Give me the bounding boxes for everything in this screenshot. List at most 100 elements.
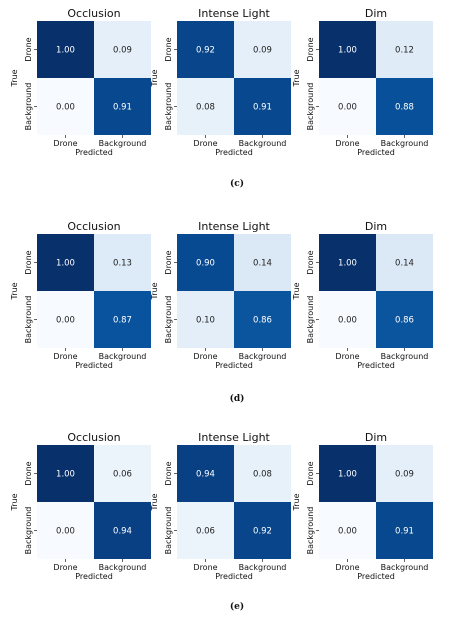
heatmap-cell [319, 234, 376, 291]
matrix-title: Intense Light [198, 220, 270, 233]
cell-value: 0.88 [395, 103, 414, 113]
y-tick-label: Background [164, 83, 173, 131]
x-tick-label: Background [381, 139, 429, 148]
x-tick-label: Background [239, 563, 287, 572]
cell-value: 0.94 [113, 527, 132, 537]
x-tick-label: Drone [335, 352, 359, 361]
heatmap-cell [37, 78, 94, 135]
y-tick-label: Background [164, 296, 173, 344]
x-axis-label: Predicted [75, 361, 113, 370]
cell-value: 0.92 [253, 527, 272, 537]
x-axis-label: Predicted [357, 572, 395, 581]
x-axis-label: Predicted [357, 148, 395, 157]
cell-value: 0.08 [196, 103, 215, 113]
heatmap-cell [177, 291, 234, 348]
matrix-title: Intense Light [198, 431, 270, 444]
cell-value: 1.00 [56, 259, 75, 269]
y-axis-label: True [292, 493, 301, 511]
cell-value: 0.09 [395, 470, 414, 480]
heatmap-cell [319, 445, 376, 502]
cell-value: 0.14 [253, 259, 272, 269]
x-axis-label: Predicted [357, 361, 395, 370]
x-axis-label: Predicted [75, 572, 113, 581]
cell-value: 0.00 [338, 316, 357, 326]
y-axis-label: True [292, 282, 301, 300]
heatmap-cell [177, 21, 234, 78]
cell-value: 1.00 [56, 470, 75, 480]
cell-value: 0.91 [395, 527, 414, 537]
heatmap-cell [319, 78, 376, 135]
cell-value: 0.00 [56, 527, 75, 537]
cell-value: 0.10 [196, 316, 215, 326]
cell-value: 0.94 [196, 470, 215, 480]
heatmap-cell [177, 234, 234, 291]
x-tick-label: Drone [335, 139, 359, 148]
y-tick-label: Drone [164, 250, 173, 274]
cell-value: 0.12 [395, 46, 414, 56]
heatmap-cell [37, 234, 94, 291]
matrix-title: Occlusion [67, 7, 120, 20]
x-tick-label: Drone [53, 563, 77, 572]
cell-value: 1.00 [338, 470, 357, 480]
heatmap-cell [234, 445, 291, 502]
heatmap-cell [376, 21, 433, 78]
cell-value: 0.86 [253, 316, 272, 326]
cell-value: 0.00 [56, 316, 75, 326]
heatmap-cell [94, 78, 151, 135]
heatmap-cell [94, 21, 151, 78]
heatmap-cell [319, 502, 376, 559]
y-tick-label: Drone [164, 461, 173, 485]
heatmap-cell [37, 291, 94, 348]
x-tick-label: Drone [335, 563, 359, 572]
x-tick-label: Drone [53, 352, 77, 361]
x-axis-label: Predicted [75, 148, 113, 157]
cell-value: 0.14 [395, 259, 414, 269]
cell-value: 0.06 [113, 470, 132, 480]
heatmap-cell [177, 445, 234, 502]
y-tick-label: Background [24, 83, 33, 131]
cell-value: 0.87 [113, 316, 132, 326]
cell-value: 0.00 [56, 103, 75, 113]
matrix-title: Dim [365, 220, 387, 233]
y-tick-label: Background [24, 507, 33, 555]
x-tick-label: Background [239, 352, 287, 361]
y-tick-label: Drone [164, 37, 173, 61]
cell-value: 0.00 [338, 527, 357, 537]
cell-value: 0.86 [395, 316, 414, 326]
panel-label-c: (c) [230, 178, 244, 189]
heatmap-cell [177, 502, 234, 559]
cell-value: 0.91 [113, 103, 132, 113]
x-tick-label: Drone [53, 139, 77, 148]
cell-value: 0.09 [253, 46, 272, 56]
x-axis-label: Predicted [215, 572, 253, 581]
heatmap-cell [234, 78, 291, 135]
y-axis-label: True [150, 69, 159, 87]
y-tick-label: Background [164, 507, 173, 555]
y-tick-label: Drone [24, 250, 33, 274]
heatmap-cell [94, 291, 151, 348]
x-tick-label: Drone [193, 139, 217, 148]
y-tick-label: Background [306, 83, 315, 131]
x-tick-label: Drone [193, 563, 217, 572]
y-axis-label: True [10, 282, 19, 300]
heatmap-cell [376, 502, 433, 559]
matrix-title: Intense Light [198, 7, 270, 20]
y-tick-label: Drone [24, 37, 33, 61]
y-axis-label: True [10, 493, 19, 511]
heatmap-cell [94, 502, 151, 559]
heatmap-cell [376, 291, 433, 348]
heatmap-cell [234, 234, 291, 291]
heatmap-cell [37, 21, 94, 78]
heatmap-cell [234, 502, 291, 559]
x-tick-label: Background [99, 139, 147, 148]
x-tick-label: Background [381, 563, 429, 572]
heatmap-cell [37, 502, 94, 559]
heatmap-cell [94, 445, 151, 502]
heatmap-cell [376, 445, 433, 502]
cell-value: 0.08 [253, 470, 272, 480]
cell-value: 0.90 [196, 259, 215, 269]
y-tick-label: Drone [306, 250, 315, 274]
cell-value: 0.92 [196, 46, 215, 56]
y-tick-label: Background [306, 507, 315, 555]
matrix-title: Occlusion [67, 431, 120, 444]
